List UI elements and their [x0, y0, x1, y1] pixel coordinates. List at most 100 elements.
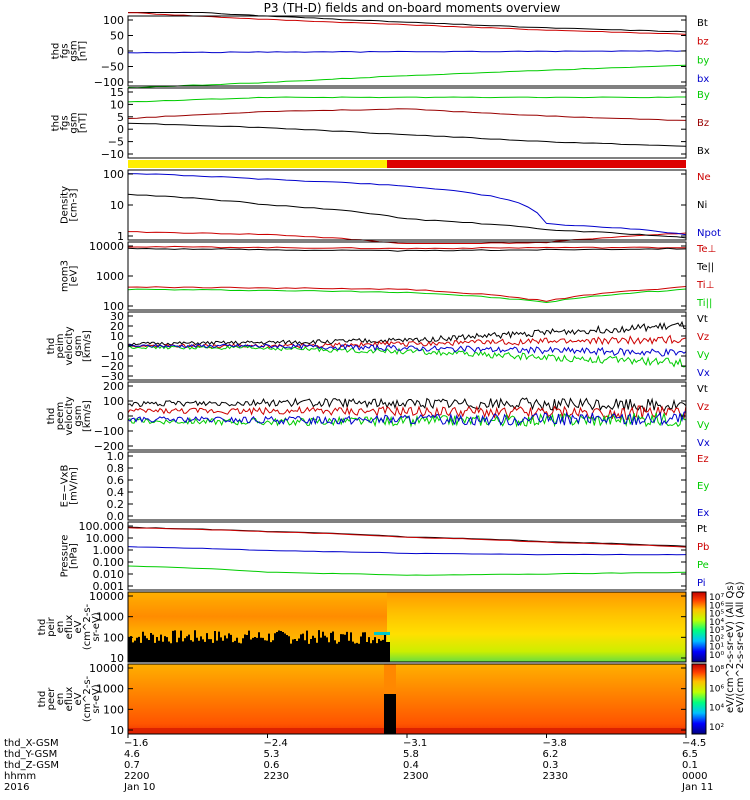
series-line-ti [127, 288, 687, 304]
series-line-bx [127, 122, 687, 147]
ytick-label: 100 [103, 14, 124, 27]
legend-entry: Te|| [696, 262, 714, 273]
ytick-label: 10 [110, 724, 124, 737]
ylabel-line: [km/s] [82, 400, 93, 432]
ytick-label: 100 [103, 168, 124, 181]
ytick-label: 100 [103, 300, 124, 313]
ylabel-line: [cm-3] [69, 188, 80, 221]
ylabel-line: gsm [73, 335, 84, 356]
series-line-vy [127, 412, 687, 428]
legend-entry: Bt [697, 18, 708, 29]
ylabel-line: (cm^2-s- [82, 675, 93, 722]
series-line-by [127, 64, 687, 89]
ylabel-line: en [55, 621, 66, 634]
ylabel-line: peim [55, 333, 66, 358]
plot-title: P3 (TH-D) fields and on-board moments ov… [263, 1, 561, 15]
series-line-vx [127, 343, 687, 357]
legend-entry: by [697, 55, 709, 66]
ytick-label: 1 [117, 230, 124, 243]
ytick-label: 0 [117, 410, 124, 423]
ylabel-line: en [55, 693, 66, 706]
ytick-label: 1000 [96, 270, 124, 283]
ylabel-line: [nT] [78, 41, 89, 61]
panel-frame [127, 521, 687, 591]
legend-entry: Vx [697, 368, 710, 379]
xtick-label: Jan 11 [681, 782, 713, 793]
ytick-label: 50 [110, 30, 124, 43]
ytick-label: 0 [117, 123, 124, 136]
series-line-ti [127, 286, 687, 302]
legend-entry: Ne [697, 172, 711, 183]
ytick-label: 1000 [96, 611, 124, 624]
xtick-label: −2.4 [264, 738, 288, 749]
ytick-label: −100 [94, 425, 124, 438]
panel-peer-spectrogram: 10000 1000 100 10 thdpeerenefluxeV(cm^2-s-sr… [37, 662, 724, 737]
colorbar-tick: 10⁵ [709, 610, 724, 620]
xtick-label: Jan 10 [123, 782, 155, 793]
ytick-label: 0.8 [107, 462, 125, 475]
ytick-label: 100 [103, 703, 124, 716]
legend-entry: Pi [697, 578, 706, 589]
spectrogram-feature [374, 632, 390, 635]
ylabel-line: sr-eV) [91, 684, 102, 713]
series-line-te [127, 247, 687, 252]
panel-e-field: 1.00.80.60.40.20.0 E=−VxB[mV/m] Ez Ey Ex [60, 450, 710, 523]
spectrogram-band [128, 728, 686, 734]
ylabel-line: gsm [69, 40, 80, 61]
series-line-bz [127, 108, 687, 121]
panel-peir-spectrogram: 10000 1000 100 10 thdpeirenefluxeV(cm^2-s-sr… [37, 590, 724, 665]
colorbar-tick: 10³ [709, 626, 724, 636]
legend-entry: Ti|| [696, 298, 712, 309]
xtick-label: 0000 [682, 771, 707, 782]
xtick-label: 0.4 [403, 760, 419, 771]
legend-entry: Vx [697, 438, 710, 449]
xtick-label: 2200 [124, 771, 149, 782]
ytick-label: 0.6 [107, 474, 125, 487]
legend-entry: Bx [697, 146, 710, 157]
xtick-label: −4.5 [682, 738, 706, 749]
ylabel-line: thd [46, 408, 57, 425]
ylabel-line: fgs [60, 115, 71, 130]
series-line-bt [128, 12, 687, 33]
series-line-vz [127, 405, 687, 421]
ylabel-line: eV [73, 692, 84, 705]
ylabel-line: [nPa] [69, 543, 80, 569]
ylabel-line: [eV] [69, 266, 80, 287]
ylabel-line: thd [51, 43, 62, 60]
ytick-label: 10000 [89, 662, 124, 675]
ylabel-line: eflux [64, 615, 75, 640]
colorbar [691, 591, 707, 663]
ylabel-line: [nT] [78, 113, 89, 133]
ylabel-line: E=−VxB [60, 465, 71, 508]
xtick-label: 5.3 [264, 749, 280, 760]
ylabel-line: sr-eV) [91, 612, 102, 641]
ytick-label: 10.000 [86, 532, 125, 545]
ytick-label: −10 [101, 148, 124, 161]
panel-frame [127, 87, 687, 159]
ytick-label: 1.000 [93, 544, 125, 557]
ytick-label: 10000 [89, 590, 124, 603]
spectrogram-fill [128, 664, 686, 734]
series-line-bx [127, 50, 687, 54]
ylabel-line: [km/s] [82, 330, 93, 362]
series-line-ni [127, 193, 687, 239]
xtick-label: 6.2 [543, 749, 559, 760]
xtick-label: 4.6 [124, 749, 140, 760]
panel-frame [127, 591, 687, 663]
ytick-label: 0 [117, 340, 124, 353]
ylabel-line: thd [51, 115, 62, 132]
ytick-label: −30 [101, 370, 124, 383]
xtick-label: 2330 [543, 771, 568, 782]
xtick-label: 0.7 [124, 760, 140, 771]
ytick-label: 10000 [89, 240, 124, 253]
ylabel-line: velocity [64, 396, 75, 435]
ylabel-line: thd [46, 338, 57, 355]
spectrogram-gap [384, 694, 396, 734]
ytick-label: −5 [108, 136, 124, 149]
ytick-label: 30 [110, 310, 124, 323]
ytick-label: 10 [110, 199, 124, 212]
colorbar-tick: 10² [709, 634, 724, 644]
ylabel-line: Density [60, 186, 71, 224]
